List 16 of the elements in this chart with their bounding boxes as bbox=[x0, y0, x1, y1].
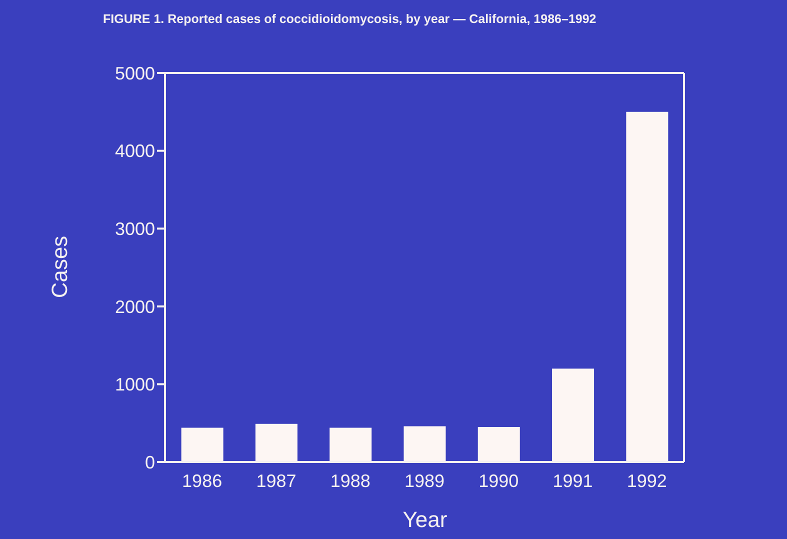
y-tick-label: 1000 bbox=[114, 374, 155, 395]
x-tick-label: 1988 bbox=[330, 470, 370, 491]
x-tick-label: 1990 bbox=[478, 470, 519, 491]
x-tick-label: 1987 bbox=[256, 470, 296, 491]
y-tick-label: 5000 bbox=[114, 63, 155, 84]
y-tick-label: 4000 bbox=[114, 141, 155, 162]
x-tick-label: 1986 bbox=[182, 470, 222, 491]
x-tick-label: 1989 bbox=[404, 470, 445, 491]
y-tick-label: 3000 bbox=[114, 218, 155, 239]
x-tick-label: 1991 bbox=[552, 470, 593, 491]
x-tick-label: 1992 bbox=[626, 470, 667, 491]
x-axis-title: Year bbox=[402, 507, 448, 533]
y-tick-label: 0 bbox=[144, 452, 155, 472]
y-axis-title: Cases bbox=[47, 236, 73, 298]
chart-title: FIGURE 1. Reported cases of coccidioidomycosis, by year — California, 1986–1992 bbox=[103, 12, 596, 26]
y-tick-label: 2000 bbox=[114, 296, 155, 317]
